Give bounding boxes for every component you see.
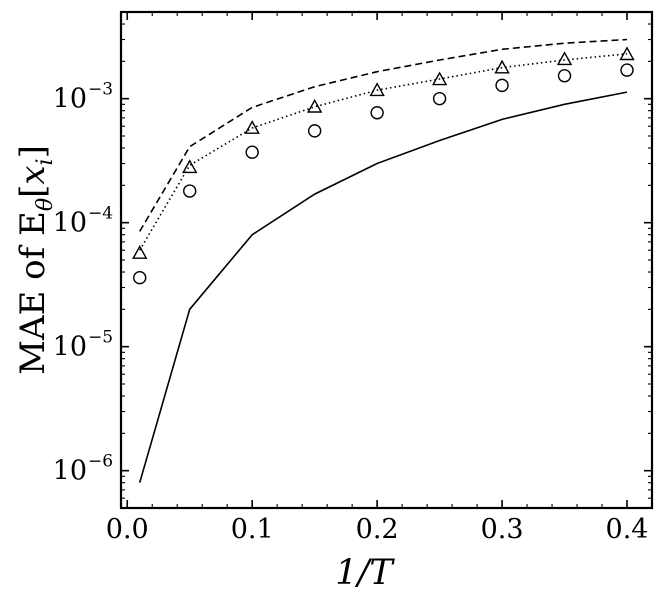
triangle-marker [182, 159, 198, 174]
triangle-marker [556, 51, 573, 66]
y-tick-label: 10 [53, 208, 87, 239]
series-line-dashed [139, 38, 628, 232]
y-tick-label-exponent: −3 [88, 80, 113, 100]
circle-marker [432, 91, 447, 106]
circle-marker [307, 124, 322, 138]
triangle-marker [132, 245, 148, 259]
y-axis-title-sub: θ [33, 198, 58, 211]
circle-marker [133, 270, 147, 285]
y-tick-label-exponent: −6 [88, 452, 113, 472]
circle-marker [183, 184, 197, 198]
minor-ticks [121, 11, 653, 509]
y-tick-labels: 10−610−510−410−3 [53, 80, 113, 487]
y-axis-title-bracket-open: [ [13, 185, 53, 198]
y-axis-title-var-sub: i [33, 158, 58, 165]
y-tick-label: 10 [53, 456, 87, 487]
circle-marker [495, 78, 509, 93]
y-tick-label-base: 10 [53, 332, 87, 363]
series-layer [138, 38, 628, 483]
circle-marker [245, 145, 259, 159]
triangle-marker [619, 46, 635, 61]
y-tick-label-base: 10 [53, 456, 87, 487]
series-line-dotted [139, 53, 628, 251]
y-axis-title-bracket-close: ] [13, 145, 53, 158]
triangle-marker [244, 120, 260, 134]
circle-marker [620, 63, 634, 77]
triangle-marker [494, 59, 510, 74]
y-axis-title: MAE of Eθ[xi] [13, 145, 58, 375]
y-axis-title-var: x [13, 165, 53, 184]
series-line-solid [138, 91, 628, 483]
x-tick-label: 0.2 [356, 514, 399, 545]
x-axis-title: 1/T [335, 553, 395, 593]
triangle-marker [431, 71, 448, 86]
x-tick-label: 0.4 [606, 514, 649, 545]
y-tick-label-base: 10 [53, 84, 87, 115]
y-tick-label-exponent: −5 [88, 328, 113, 348]
x-tick-label: 0.1 [231, 514, 274, 545]
y-tick-label-base: 10 [53, 208, 87, 239]
y-tick-label: 10 [53, 332, 87, 363]
major-ticks [121, 12, 652, 508]
x-tick-label: 0.0 [106, 514, 149, 545]
x-tick-label: 0.3 [481, 514, 524, 545]
y-tick-label: 10 [53, 84, 87, 115]
circle-marker [557, 69, 572, 83]
y-axis-title-main: MAE of E [13, 211, 53, 375]
x-tick-labels: 0.0 0.1 0.2 0.3 0.4 [106, 514, 649, 545]
y-tick-label-exponent: −4 [88, 204, 113, 224]
circle-marker [370, 106, 384, 120]
triangle-marker [369, 82, 385, 97]
plot-frame [119, 10, 654, 510]
triangle-marker [306, 98, 323, 113]
marker-layer [132, 46, 635, 285]
